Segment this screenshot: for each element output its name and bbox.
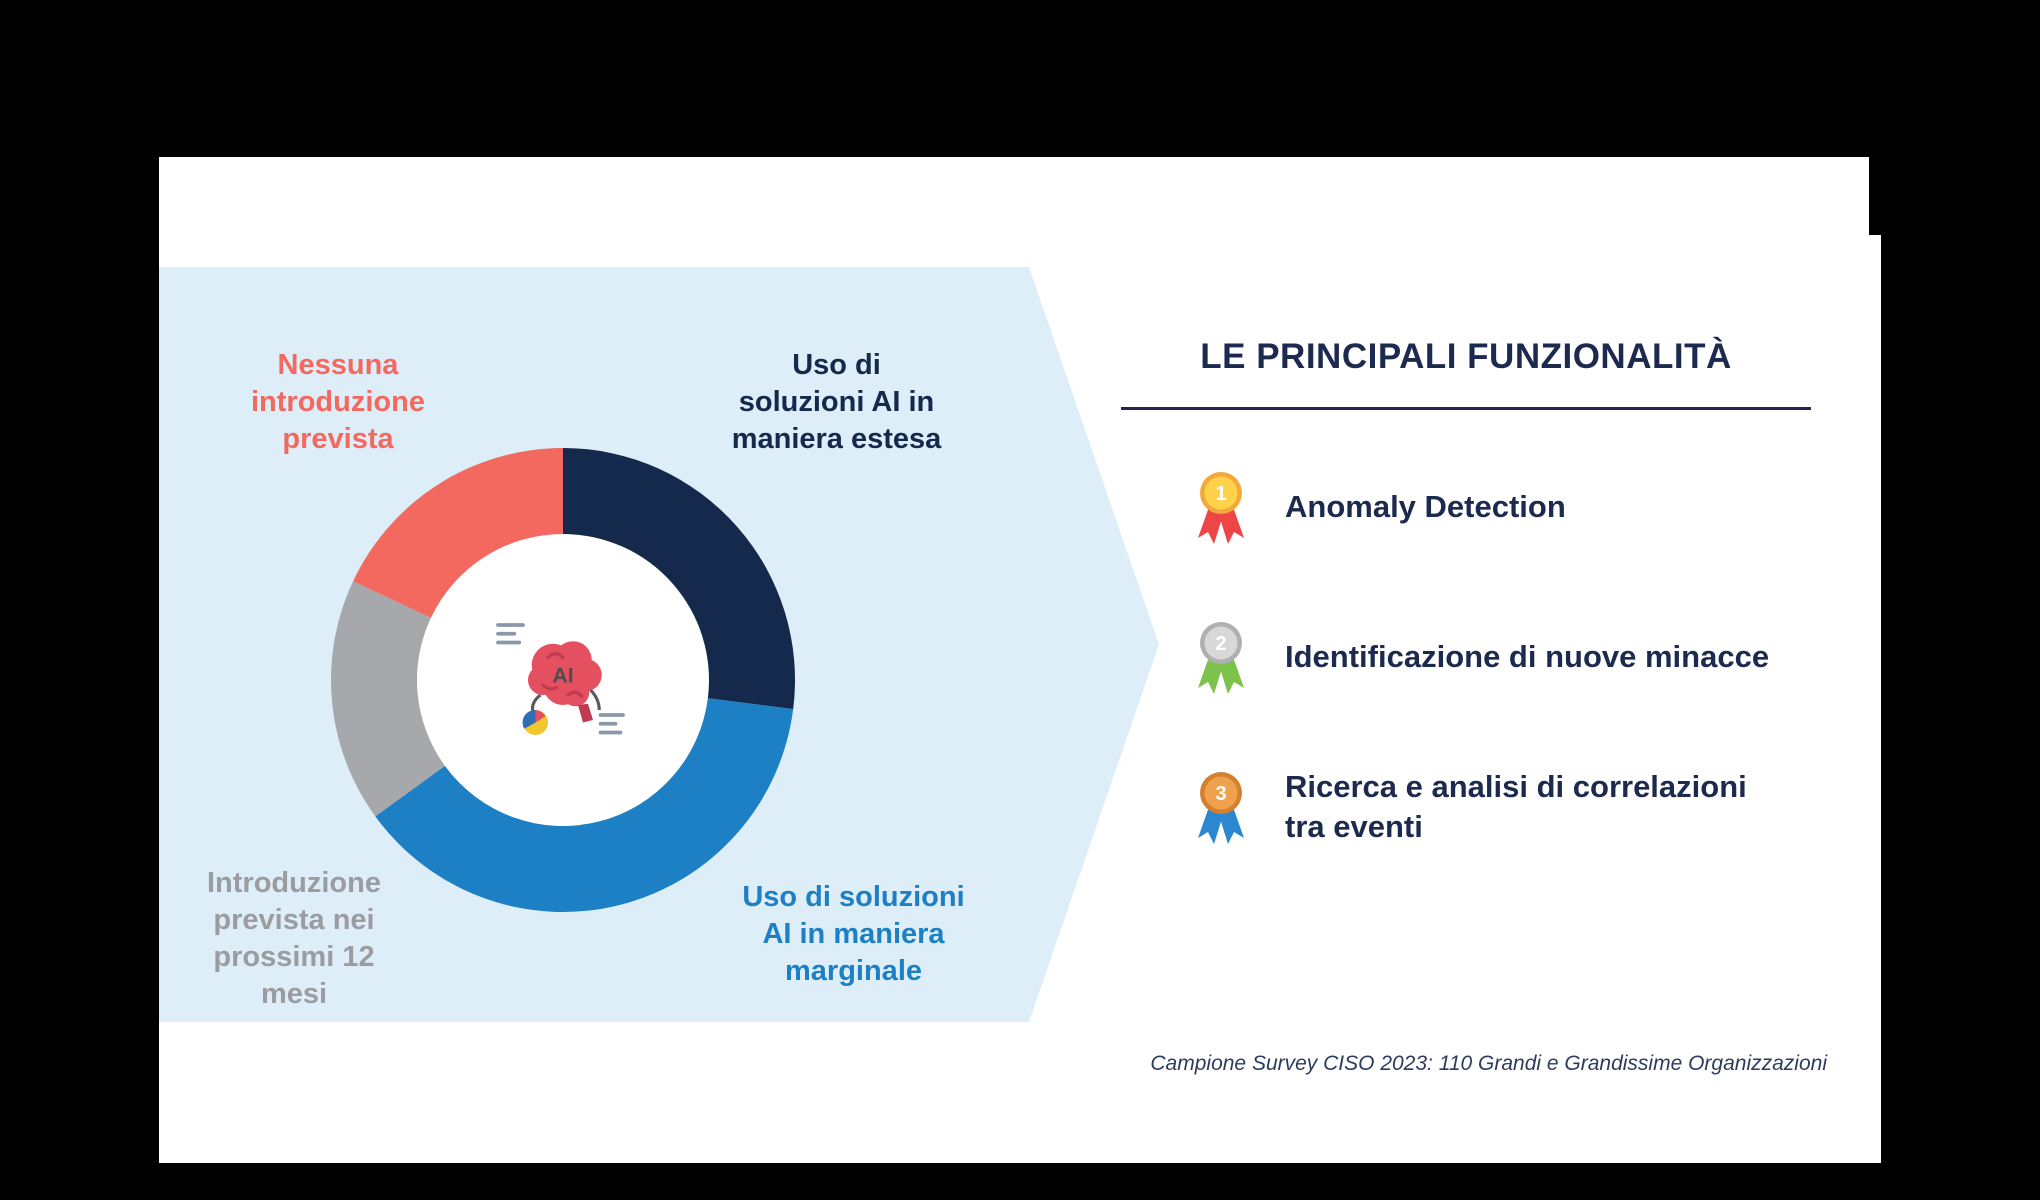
brain-glyph (528, 641, 602, 723)
donut-chart (331, 448, 795, 912)
medal-rank-1: 1 (1215, 483, 1226, 505)
label-uso-estesa: Uso di soluzioni AI in maniera estesa (731, 349, 942, 456)
donut-segment-3 (331, 581, 445, 817)
mini-list-icon (496, 623, 525, 645)
mini-list-icon-2 (598, 713, 625, 735)
medal-rank-2: 2 (1215, 633, 1226, 655)
ai-label: AI (552, 664, 573, 688)
donut-segment-1 (563, 448, 795, 710)
title-underline (1121, 407, 1811, 410)
brain-arm-left (530, 693, 542, 713)
label-introduzione-prevista: Introduzione prevista nei prossimi 12 me… (207, 867, 381, 1011)
silver-medal-icon: 2 (1198, 622, 1244, 694)
mini-pie-icon (522, 709, 548, 735)
label-nessuna-introduzione: Nessuna introduzione prevista (251, 349, 425, 456)
feature-label: Identificazione di nuove minacce (1285, 638, 1770, 674)
chart-panel: AI Nessuna introduzione prevista Uso di … (159, 267, 1159, 1022)
feature-label: Ricerca e analisi di correlazioni tra ev… (1285, 768, 1747, 844)
feature-item-2: 2 Identificazione di nuove minacce (1189, 607, 1769, 707)
header-accent-mark (1869, 157, 1881, 235)
gold-medal-icon: 1 (1198, 472, 1244, 544)
feature-item-3: 3 Ricerca e analisi di correlazioni tra … (1189, 757, 1769, 857)
panel-title: LE PRINCIPALI FUNZIONALITÀ (1200, 337, 1732, 376)
medal-rank-3: 3 (1215, 783, 1226, 805)
brain-arm-right (586, 686, 601, 711)
slide: AI Nessuna introduzione prevista Uso di … (159, 157, 1881, 1163)
donut-segment-4 (353, 448, 563, 618)
ai-brain-icon: AI (496, 623, 625, 735)
feature-label: Anomaly Detection (1285, 488, 1566, 524)
feature-item-1: 1 Anomaly Detection (1189, 457, 1769, 557)
donut-segment-2 (375, 698, 794, 912)
feature-list: 1 Anomaly Detection 2 Identificazione di… (1189, 457, 1769, 857)
bronze-medal-icon: 3 (1198, 772, 1244, 844)
source-note: Campione Survey CISO 2023: 110 Grandi e … (1150, 1052, 1827, 1075)
label-uso-marginale: Uso di soluzioni AI in maniera marginale (742, 881, 965, 988)
